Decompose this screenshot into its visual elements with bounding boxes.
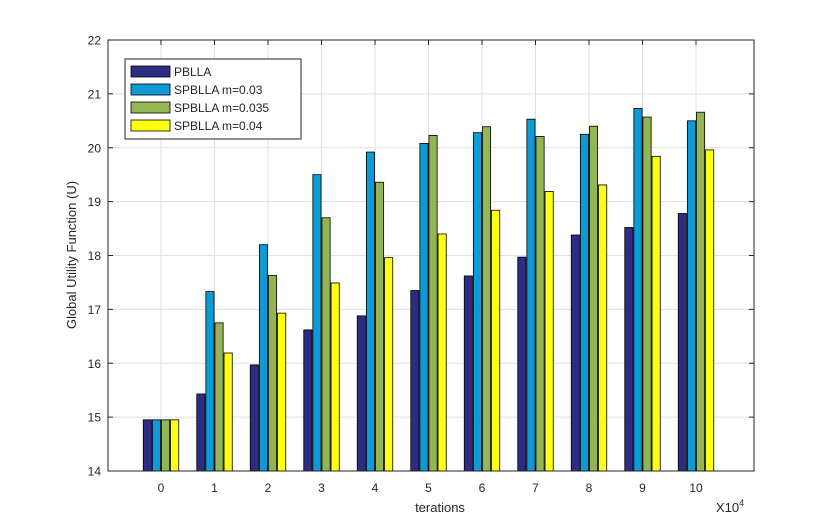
bar-spblla-m-0-04-6 [491, 209, 501, 472]
x-tick-label: 3 [318, 481, 325, 495]
x-tick-label: 7 [532, 481, 539, 495]
x-tick-label: 2 [265, 481, 272, 495]
legend-label: PBLLA [174, 65, 211, 79]
y-tick-labels: 14 15 16 17 18 19 20 21 22 [88, 34, 102, 479]
bar-spblla-m-0-03-3 [312, 174, 322, 472]
legend-swatch [130, 65, 171, 78]
y-tick-label: 14 [88, 465, 102, 479]
y-tick-label: 18 [88, 249, 102, 263]
bar-pblla-6 [463, 275, 473, 472]
y-tick-label: 16 [88, 357, 102, 371]
legend-swatch [130, 101, 171, 114]
x-tick-labels: 0 1 2 3 4 5 6 7 8 9 10 [158, 481, 703, 495]
y-tick-label: 21 [88, 87, 102, 101]
y-tick-label: 17 [88, 303, 102, 317]
bar-spblla-m-0-03-4 [365, 151, 375, 472]
bar-spblla-m-0-03-5 [419, 143, 429, 472]
bar-pblla-7 [517, 256, 527, 472]
bar-spblla-m-0-035-0 [161, 419, 171, 472]
bar-pblla-5 [410, 290, 420, 472]
bar-spblla-m-0-035-4 [375, 181, 385, 472]
bar-spblla-m-0-035-5 [428, 134, 438, 472]
bar-spblla-m-0-03-2 [258, 244, 268, 472]
bar-spblla-m-0-03-10 [686, 120, 696, 472]
y-tick-label: 15 [88, 411, 102, 425]
x-tick-label: 5 [425, 481, 432, 495]
bar-spblla-m-0-04-5 [437, 233, 447, 472]
legend-swatch [130, 119, 171, 132]
bar-pblla-3 [303, 329, 313, 472]
bar-spblla-m-0-04-3 [330, 282, 340, 472]
x-tick-label: 4 [372, 481, 379, 495]
x-exponent-base: X10 [716, 500, 739, 515]
bar-spblla-m-0-03-7 [526, 118, 536, 472]
bar-spblla-m-0-035-7 [535, 136, 545, 472]
bar-pblla-4 [356, 315, 366, 472]
bar-spblla-m-0-03-9 [633, 108, 643, 472]
legend-swatch [130, 83, 171, 96]
bar-spblla-m-0-04-9 [651, 155, 661, 472]
bar-spblla-m-0-035-8 [589, 125, 599, 472]
bar-spblla-m-0-04-10 [705, 149, 715, 472]
y-tick-label: 19 [88, 195, 102, 209]
x-exponent-power: 4 [739, 498, 744, 508]
y-tick-label: 22 [88, 34, 102, 48]
x-tick-label: 0 [158, 481, 165, 495]
bar-spblla-m-0-03-8 [579, 133, 589, 472]
bar-spblla-m-0-035-9 [642, 116, 652, 472]
x-tick-label: 1 [211, 481, 218, 495]
plot-frame [107, 39, 755, 472]
x-tick-label: 10 [689, 481, 703, 495]
legend-label: SPBLLA m=0.03 [174, 83, 263, 97]
bar-spblla-m-0-04-1 [223, 352, 233, 472]
x-tick-label: 9 [639, 481, 646, 495]
bar-spblla-m-0-035-1 [214, 322, 224, 472]
bar-pblla-9 [624, 227, 634, 472]
bar-spblla-m-0-04-2 [277, 312, 287, 472]
bar-spblla-m-0-04-8 [598, 184, 608, 472]
bar-spblla-m-0-03-1 [205, 291, 215, 472]
bar-spblla-m-0-03-6 [472, 132, 482, 472]
bar-pblla-10 [677, 213, 687, 472]
legend-label: SPBLLA m=0.04 [174, 119, 263, 133]
bar-spblla-m-0-035-6 [482, 126, 492, 472]
bars [142, 108, 715, 472]
bar-spblla-m-0-035-10 [696, 111, 706, 472]
bar-spblla-m-0-035-3 [321, 217, 331, 472]
bar-pblla-2 [249, 364, 259, 472]
legend: PBLLA SPBLLA m=0.03 SPBLLA m=0.035 SPBLLA m… [124, 58, 302, 140]
bar-pblla-1 [196, 393, 206, 472]
x-axis-exponent: X104 [716, 498, 744, 515]
bar-spblla-m-0-04-7 [544, 190, 554, 472]
y-tick-label: 20 [88, 141, 102, 155]
bar-pblla-8 [570, 234, 580, 472]
bar-spblla-m-0-03-0 [151, 419, 161, 472]
x-tick-label: 6 [479, 481, 486, 495]
x-tick-label: 8 [586, 481, 593, 495]
y-axis-label: Global Utility Function (U) [64, 181, 79, 329]
bar-spblla-m-0-035-2 [268, 275, 278, 472]
legend-label: SPBLLA m=0.035 [174, 101, 269, 115]
x-axis-label: terations [415, 500, 465, 515]
bar-pblla-0 [142, 419, 152, 472]
bar-spblla-m-0-04-0 [170, 419, 180, 472]
bar-spblla-m-0-04-4 [384, 257, 394, 472]
